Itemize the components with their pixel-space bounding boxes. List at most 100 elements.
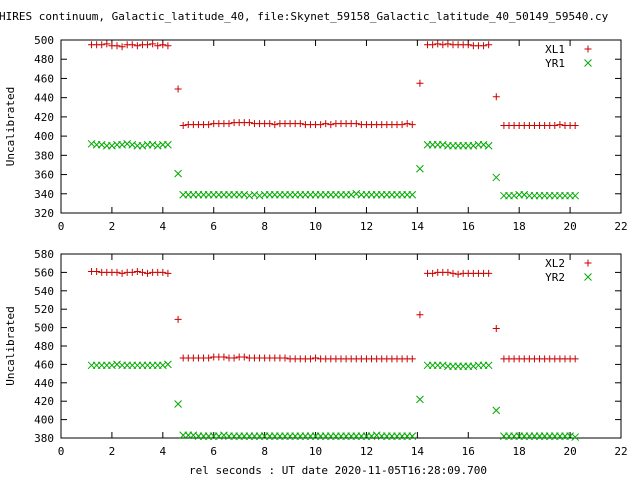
x-tick-label: 6 [210,220,217,233]
data-point [398,121,406,129]
data-point [138,141,147,150]
data-point [255,191,264,200]
x-tick-label: 0 [58,220,65,233]
data-point [480,42,488,50]
data-point [416,395,424,404]
data-point [144,269,152,277]
legend-marker [584,59,592,67]
data-point [205,121,213,129]
data-point [571,122,579,130]
data-point [408,432,417,441]
y-tick-label: 360 [34,169,54,182]
data-point [485,269,493,277]
y-tick-label: 580 [34,248,54,261]
data-point [312,354,320,362]
data-point [174,400,182,408]
y-axis-label: Uncalibrated [4,87,17,166]
data-point [429,269,437,277]
data-point [164,140,172,149]
y-tick-label: 380 [34,149,54,162]
data-point [416,164,424,173]
data-point [245,191,254,200]
x-tick-label: 20 [563,445,576,458]
data-point [103,40,111,48]
data-point [108,361,116,370]
legend-marker [584,45,592,53]
data-point [429,41,437,49]
data-point [327,121,335,129]
data-point [408,355,416,363]
y-tick-label: 540 [34,285,54,298]
data-point [469,362,478,371]
data-point [118,43,126,51]
data-point [556,121,564,129]
x-tick-label: 2 [109,445,116,458]
data-point [444,268,452,276]
x-tick-label: 2 [109,220,116,233]
y-tick-label: 420 [34,395,54,408]
data-point [93,267,101,275]
y-tick-label: 500 [34,34,54,47]
plot-frame [60,253,622,439]
x-tick-label: 12 [360,220,373,233]
data-point [408,121,416,129]
lower-panel: 380 400 420 440 460 480 500 520 540 560 580 0 2 4 6 8 10… [4,248,628,458]
data-point [317,121,325,129]
data-point [444,40,452,48]
x-tick-label: 14 [411,445,425,458]
legend-label: YR1 [545,57,565,70]
x-tick-label: 6 [210,445,217,458]
data-point [510,191,518,200]
legend-label: XL1 [545,43,565,56]
data-point [97,140,106,149]
data-point [434,40,442,48]
data-point [164,360,172,369]
data-point [87,139,96,148]
legend-marker [584,273,592,281]
data-point [174,85,182,93]
x-tick-label: 8 [261,445,268,458]
data-point [174,169,182,178]
data-point [352,189,361,198]
data-point [454,270,462,278]
data-point [438,361,447,370]
legend-label: XL2 [545,257,565,270]
legend-label: YR2 [545,271,565,284]
data-point [164,42,172,50]
data-point [240,190,249,199]
y-tick-label: 480 [34,53,54,66]
y-tick-label: 460 [34,72,54,85]
data-point [271,121,279,129]
data-point [98,41,106,49]
x-tick-label: 14 [411,220,425,233]
x-tick-label: 16 [462,445,475,458]
data-point [281,354,289,362]
data-point [416,311,424,319]
data-point [158,361,167,370]
x-tick-label: 18 [513,220,526,233]
data-point [306,355,314,363]
data-point [571,355,579,363]
chart-title: HIRES continuum, Galactic_latitude_40, f… [0,10,609,23]
y-tick-label: 460 [34,358,54,371]
data-point [138,268,146,276]
data-point [113,268,121,276]
x-tick-label: 4 [160,445,167,458]
data-point [492,406,501,415]
data-point [449,269,457,277]
data-point [367,432,376,441]
data-point [571,433,580,441]
data-point [148,140,157,149]
data-point [174,315,182,323]
y-tick-label: 320 [34,207,54,220]
x-tick-label: 22 [614,445,627,458]
y-tick-label: 560 [34,266,54,279]
y-tick-label: 380 [34,432,54,445]
data-point [154,42,162,50]
y-tick-label: 520 [34,303,54,316]
x-tick-label: 12 [360,445,373,458]
data-point [571,191,580,200]
data-point [144,41,152,49]
data-point [492,325,500,333]
data-point [408,190,417,199]
